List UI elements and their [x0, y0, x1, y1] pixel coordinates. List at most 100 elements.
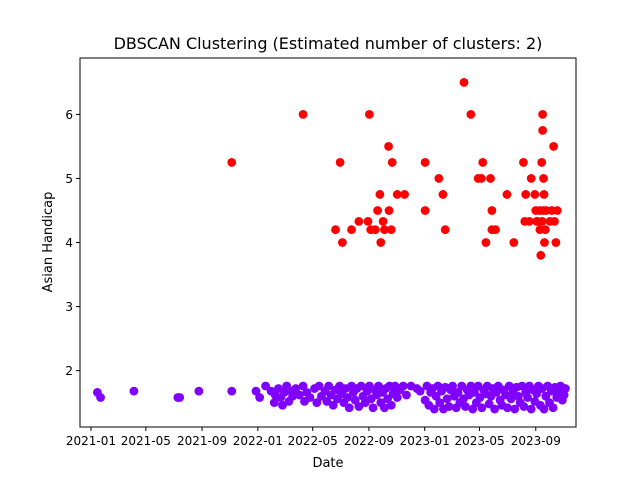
- data-point-cluster-0: [278, 400, 287, 410]
- data-point-cluster-0: [490, 404, 500, 414]
- data-point-cluster-1: [540, 225, 550, 235]
- data-point-cluster-1: [550, 216, 559, 226]
- x-tick-label: 2023-05: [454, 434, 504, 448]
- data-point-cluster-1: [364, 109, 374, 119]
- data-point-cluster-0: [519, 402, 529, 411]
- data-point-cluster-1: [440, 225, 450, 235]
- data-point-cluster-1: [438, 190, 448, 199]
- data-point-cluster-1: [392, 190, 402, 199]
- x-axis-ticks: 2021-01 2021-05 2021-09 2022-01 2022-05 2022-…: [66, 427, 561, 448]
- data-point-cluster-0: [402, 390, 411, 400]
- data-point-cluster-0: [460, 402, 470, 411]
- data-point-cluster-1: [227, 158, 237, 167]
- data-point-cluster-1: [459, 77, 469, 87]
- data-point-cluster-1: [502, 190, 512, 199]
- data-point-cluster-1: [373, 206, 382, 215]
- data-point-cluster-1: [338, 238, 347, 247]
- chart-title: DBSCAN Clustering (Estimated number of c…: [114, 34, 543, 53]
- data-point-cluster-0: [175, 393, 185, 402]
- data-point-cluster-0: [468, 404, 478, 414]
- data-point-cluster-1: [552, 206, 562, 215]
- data-point-cluster-1: [476, 174, 486, 183]
- data-point-cluster-1: [537, 158, 547, 167]
- x-tick-label: 2023-09: [511, 434, 561, 448]
- data-point-cluster-0: [269, 398, 279, 408]
- data-point-cluster-1: [491, 225, 500, 235]
- data-point-cluster-0: [523, 393, 532, 402]
- data-point-cluster-0: [429, 404, 439, 414]
- data-point-cluster-1: [363, 216, 373, 226]
- data-point-cluster-0: [129, 386, 139, 396]
- data-point-cluster-0: [314, 381, 324, 391]
- data-point-cluster-1: [384, 206, 394, 215]
- data-point-cluster-0: [288, 391, 297, 401]
- data-point-cluster-0: [453, 388, 463, 397]
- data-point-cluster-0: [374, 381, 383, 391]
- data-point-cluster-1: [370, 225, 380, 235]
- data-point-cluster-1: [298, 109, 308, 119]
- x-tick-label: 2022-09: [344, 434, 394, 448]
- data-point-cluster-1: [384, 142, 393, 151]
- data-point-cluster-0: [517, 381, 527, 391]
- data-point-cluster-0: [548, 403, 558, 413]
- data-point-cluster-0: [442, 394, 452, 404]
- data-point-cluster-1: [519, 158, 528, 167]
- data-point-cluster-0: [328, 400, 338, 410]
- data-point-cluster-0: [392, 393, 402, 402]
- x-tick-label: 2023-01: [400, 434, 450, 448]
- data-point-cluster-0: [356, 381, 366, 391]
- data-point-cluster-0: [510, 404, 520, 414]
- data-point-cluster-0: [466, 381, 476, 391]
- y-tick-label: 5: [65, 172, 73, 186]
- data-point-cluster-1: [331, 225, 340, 235]
- data-point-cluster-1: [387, 158, 397, 167]
- data-point-cluster-0: [291, 384, 301, 393]
- data-point-cluster-1: [420, 206, 430, 215]
- data-points: [92, 77, 570, 414]
- data-point-cluster-1: [378, 216, 388, 226]
- data-point-cluster-1: [354, 216, 364, 226]
- data-point-cluster-1: [420, 158, 430, 167]
- data-point-cluster-0: [255, 393, 265, 402]
- data-point-cluster-0: [448, 381, 457, 391]
- data-point-cluster-1: [486, 174, 495, 183]
- x-tick-label: 2021-05: [121, 434, 171, 448]
- data-point-cluster-1: [530, 190, 540, 199]
- x-tick-label: 2021-01: [66, 434, 116, 448]
- data-point-cluster-0: [398, 381, 408, 391]
- data-point-cluster-0: [227, 386, 237, 396]
- data-point-cluster-0: [298, 381, 308, 391]
- y-tick-label: 2: [65, 364, 73, 378]
- data-point-cluster-1: [466, 109, 476, 119]
- data-point-cluster-1: [487, 206, 497, 215]
- data-point-cluster-0: [96, 393, 105, 402]
- data-point-cluster-0: [350, 395, 360, 405]
- data-point-cluster-0: [539, 404, 549, 414]
- data-point-cluster-1: [524, 216, 534, 226]
- data-point-cluster-0: [322, 396, 332, 406]
- data-point-cluster-1: [526, 174, 536, 183]
- data-point-cluster-1: [347, 225, 356, 235]
- data-point-cluster-0: [194, 386, 204, 396]
- data-point-cluster-1: [551, 238, 561, 247]
- data-point-cluster-0: [435, 398, 445, 408]
- y-axis-ticks: 2 3 4 5 6: [65, 108, 80, 378]
- data-point-cluster-0: [415, 386, 425, 396]
- data-point-cluster-0: [354, 402, 364, 411]
- data-point-cluster-1: [538, 109, 548, 119]
- data-point-cluster-0: [343, 393, 352, 402]
- data-point-cluster-1: [434, 174, 444, 183]
- data-point-cluster-1: [539, 174, 548, 183]
- data-point-cluster-0: [324, 381, 334, 391]
- data-point-cluster-1: [549, 142, 558, 151]
- data-point-cluster-1: [335, 158, 345, 167]
- data-point-cluster-1: [380, 225, 389, 235]
- data-point-cluster-1: [539, 190, 549, 199]
- data-point-cluster-1: [386, 225, 396, 235]
- data-point-cluster-0: [561, 384, 570, 393]
- data-point-cluster-0: [526, 404, 536, 414]
- data-point-cluster-1: [521, 190, 531, 199]
- data-point-cluster-1: [481, 238, 491, 247]
- data-point-cluster-0: [368, 403, 378, 413]
